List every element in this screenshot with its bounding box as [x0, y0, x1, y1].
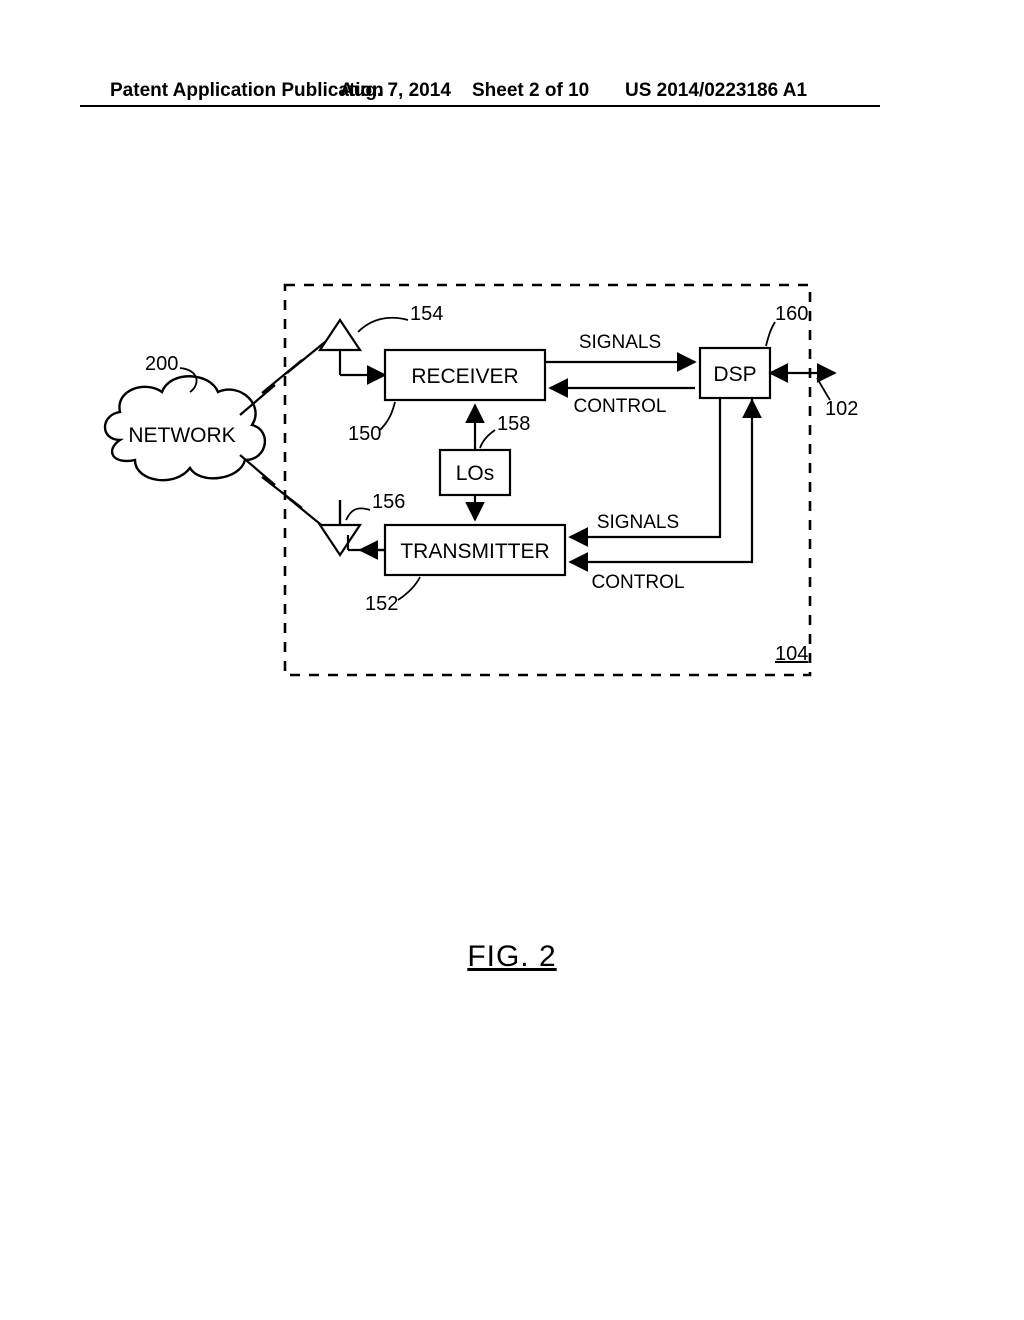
receiver-label: RECEIVER: [411, 365, 518, 388]
dsp-label: DSP: [713, 363, 756, 386]
leader-160: [766, 322, 775, 346]
figure-2-diagram: 104 NETWORK 200 154: [90, 260, 870, 700]
hdr-pubnum: US 2014/0223186 A1: [625, 80, 807, 102]
ref-transmitter: 152: [365, 593, 398, 615]
rf-link-tx: [240, 455, 325, 528]
label-tx-control: CONTROL: [592, 572, 685, 593]
hdr-date: Aug. 7, 2014: [340, 80, 451, 102]
los-label: LOs: [456, 462, 495, 485]
leader-152: [398, 577, 420, 600]
ref-antenna-rx: 154: [410, 303, 443, 325]
leader-154: [358, 318, 408, 332]
label-rx-signals: SIGNALS: [579, 332, 661, 353]
figure-caption-text: FIG. 2: [467, 940, 556, 973]
leader-102: [817, 378, 830, 400]
ref-dsp: 160: [775, 303, 808, 325]
rf-link-rx: [240, 342, 325, 415]
hdr-divider: [80, 105, 880, 107]
antenna-rx-icon: [320, 320, 385, 375]
network-cloud: NETWORK: [105, 376, 265, 480]
subsystem-boundary: [285, 285, 810, 675]
network-label: NETWORK: [128, 424, 235, 447]
ref-receiver: 150: [348, 423, 381, 445]
patent-page: Patent Application Publication Aug. 7, 2…: [0, 0, 1024, 1320]
leader-156: [346, 508, 370, 520]
ref-los: 158: [497, 413, 530, 435]
figure-caption: FIG. 2: [0, 940, 1024, 974]
ref-antenna-tx: 156: [372, 491, 405, 513]
label-tx-signals: SIGNALS: [597, 512, 679, 533]
ref-container: 104: [775, 643, 808, 665]
label-rx-control: CONTROL: [574, 396, 667, 417]
ref-network: 200: [145, 353, 178, 375]
ref-bus: 102: [825, 398, 858, 420]
hdr-sheet: Sheet 2 of 10: [472, 80, 589, 102]
leader-158: [480, 430, 495, 448]
leader-150: [380, 402, 395, 430]
transmitter-label: TRANSMITTER: [400, 540, 549, 563]
